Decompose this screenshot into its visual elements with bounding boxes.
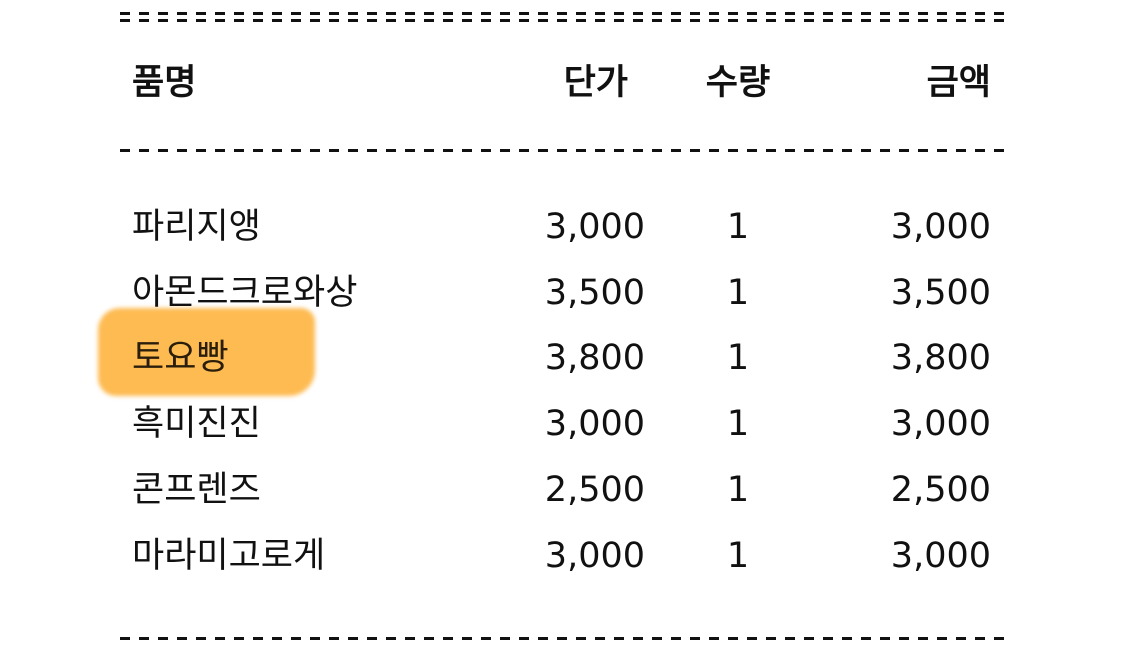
table-header: 품명 단가 수량 금액 [0,58,1125,108]
item-price: 3,800 [544,338,645,378]
item-price: 3,000 [544,404,645,444]
item-qty: 1 [726,338,750,378]
header-qty: 수량 [705,63,771,103]
item-qty: 1 [726,207,750,247]
item-price: 3,000 [544,207,645,247]
item-qty: 1 [726,404,750,444]
highlighter-mark [98,308,315,396]
header-price: 단가 [563,63,628,103]
item-amount: 2,500 [890,470,991,510]
item-name: 파리지앵 [132,207,261,247]
table-row: 마라미고로게 3,000 1 3,000 [0,531,1125,581]
item-price: 3,000 [544,536,645,576]
top-divider-1 [120,12,1006,15]
item-price: 3,500 [544,273,645,313]
item-price: 2,500 [544,470,645,510]
item-name: 아몬드크로와상 [132,273,358,313]
item-amount: 3,000 [890,207,991,247]
header-amount: 금액 [926,63,991,103]
item-name: 콘프렌즈 [132,470,261,510]
table-row: 흑미진진 3,000 1 3,000 [0,399,1125,449]
item-name: 흑미진진 [132,404,261,444]
item-amount: 3,800 [890,338,991,378]
item-name: 마라미고로게 [132,536,326,576]
top-divider-2 [120,19,1006,22]
bottom-divider [120,637,1006,640]
item-qty: 1 [726,470,750,510]
item-amount: 3,000 [890,536,991,576]
header-name: 품명 [132,63,197,103]
table-row: 아몬드크로와상 3,500 1 3,500 [0,268,1125,318]
item-amount: 3,500 [890,273,991,313]
table-row: 콘프렌즈 2,500 1 2,500 [0,465,1125,515]
item-amount: 3,000 [890,404,991,444]
item-qty: 1 [726,536,750,576]
table-row: 파리지앵 3,000 1 3,000 [0,202,1125,252]
item-qty: 1 [726,273,750,313]
table-row-highlighted: 토요빵 3,800 1 3,800 [0,333,1125,383]
header-divider [120,149,1006,152]
item-name: 토요빵 [132,338,229,378]
